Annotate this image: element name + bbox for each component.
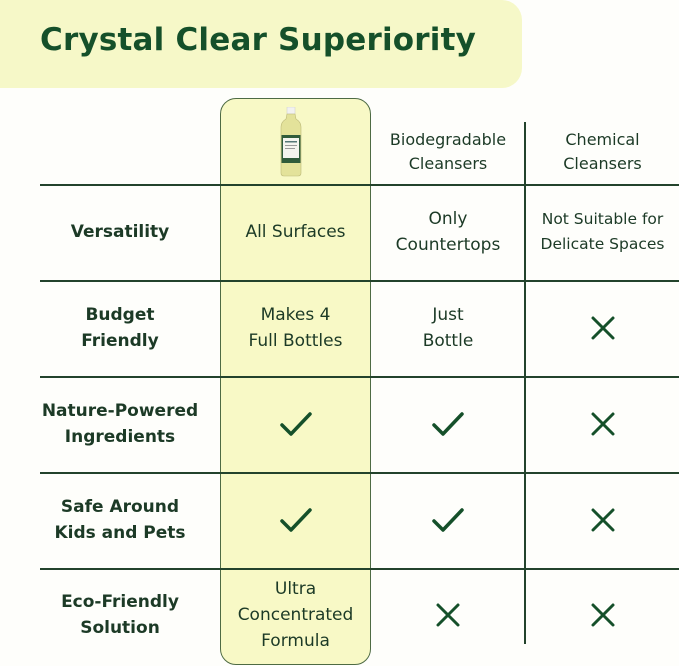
column-header: Chemical Cleansers xyxy=(563,130,642,173)
row-label: Nature-Powered Ingredients xyxy=(41,401,199,447)
column-header: Biodegradable Cleansers xyxy=(389,130,507,173)
x-icon xyxy=(436,603,460,627)
x-cell xyxy=(526,568,679,662)
row-label: Eco-Friendly Solution xyxy=(61,592,179,638)
row-label: Budget Friendly xyxy=(81,305,159,351)
table-cell: Only Countertops xyxy=(395,209,501,255)
check-cell xyxy=(220,376,371,472)
x-cell xyxy=(526,472,679,568)
check-icon xyxy=(432,412,464,436)
x-icon xyxy=(591,508,614,532)
check-cell xyxy=(372,376,524,472)
page-title: Crystal Clear Superiority xyxy=(40,22,477,58)
row-label: Versatility xyxy=(70,222,170,242)
x-icon xyxy=(591,316,614,340)
check-cell xyxy=(220,472,371,568)
row-divider xyxy=(40,472,679,474)
x-cell xyxy=(526,280,679,376)
check-icon xyxy=(279,412,312,436)
table-cell: Just Bottle xyxy=(422,305,474,351)
check-icon xyxy=(279,508,312,532)
x-cell xyxy=(372,568,524,662)
table-cell: Ultra Concentrated Formula xyxy=(237,579,354,651)
product-bottle-image xyxy=(279,106,303,177)
x-icon xyxy=(591,603,614,627)
x-cell xyxy=(526,376,679,472)
table-cell: Not Suitable for Delicate Spaces xyxy=(540,210,665,253)
product-column-highlight xyxy=(220,98,371,665)
row-divider xyxy=(40,568,679,570)
title-banner xyxy=(0,0,522,88)
row-divider xyxy=(40,280,679,282)
column-divider xyxy=(524,122,526,644)
table-cell: All Surfaces xyxy=(245,222,346,242)
check-icon xyxy=(432,508,464,532)
row-label: Safe Around Kids and Pets xyxy=(54,497,186,543)
x-icon xyxy=(591,412,614,436)
row-divider xyxy=(40,184,679,186)
row-divider xyxy=(40,376,679,378)
table-cell: Makes 4 Full Bottles xyxy=(248,305,343,351)
check-cell xyxy=(372,472,524,568)
